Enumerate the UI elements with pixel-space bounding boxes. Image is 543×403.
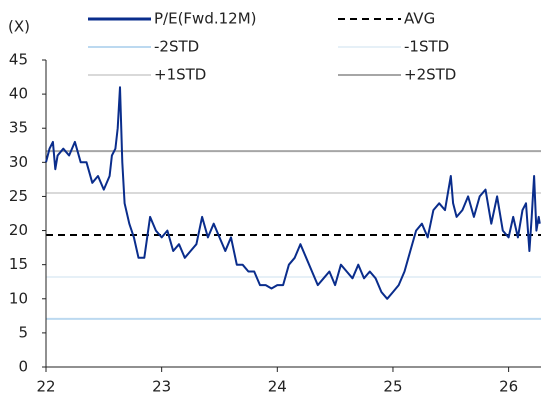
legend-label: AVG <box>404 10 435 28</box>
y-tick-label: 5 <box>18 323 28 341</box>
y-tick-label: 25 <box>9 187 28 205</box>
x-tick-label: 22 <box>36 378 55 396</box>
legend-label: +2STD <box>404 66 456 84</box>
x-tick-label: 26 <box>499 378 518 396</box>
legend-label: P/E(Fwd.12M) <box>154 10 257 28</box>
y-tick-label: 35 <box>9 119 28 137</box>
legend-label: -1STD <box>404 38 449 56</box>
y-tick-label: 20 <box>9 221 28 239</box>
x-tick-label: 24 <box>268 378 287 396</box>
y-tick-label: 10 <box>9 289 28 307</box>
y-tick-label: 0 <box>18 358 28 376</box>
x-tick-label: 25 <box>383 378 402 396</box>
y-tick-label: 45 <box>9 51 28 69</box>
y-tick-label: 15 <box>9 255 28 273</box>
data-line <box>45 86 541 300</box>
x-tick-label: 23 <box>152 378 171 396</box>
legend-label: +1STD <box>154 66 206 84</box>
y-tick-label: 30 <box>9 153 28 171</box>
y-unit: (X) <box>8 18 30 36</box>
y-tick-label: 40 <box>9 85 28 103</box>
legend-label: -2STD <box>154 38 199 56</box>
